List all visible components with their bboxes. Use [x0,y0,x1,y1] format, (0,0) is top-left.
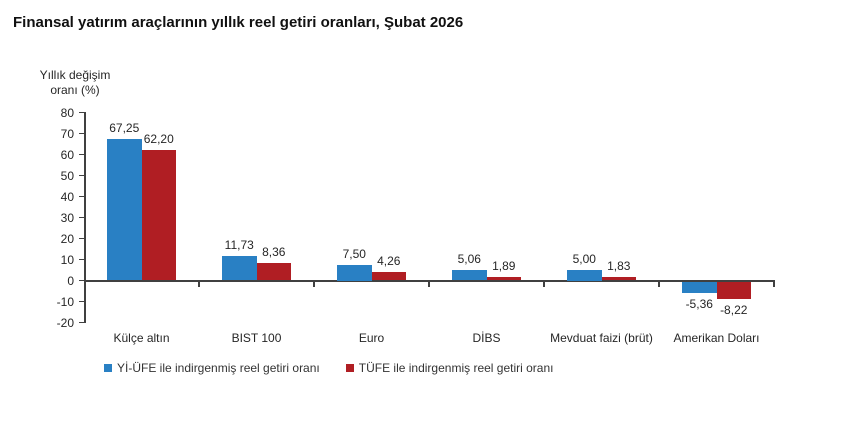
bar-value-label: 1,83 [607,258,631,273]
category-label: Euro [358,331,385,345]
bar-value-label: -8,22 [720,302,748,317]
legend-item-tufe: TÜFE ile indirgenmiş reel getiri oranı [345,361,554,375]
y-axis-tick-label: 60 [60,147,74,162]
bar-value-label: -5,36 [685,296,713,311]
bar-tufe [601,276,636,281]
bar-tufe [486,276,521,281]
y-axis-tick [79,132,84,135]
legend: Yİ-ÜFE ile indirgenmiş reel getiri oranı… [104,361,554,375]
legend-swatch-icon [104,364,112,372]
y-axis-tick-label: -10 [56,294,74,309]
y-axis-tick-label: -20 [56,315,74,330]
y-axis-line [84,112,86,323]
bar-value-label: 62,20 [143,131,174,146]
y-axis-tick [79,258,84,261]
y-axis-tick [79,111,84,114]
bar-yi-ufe [337,264,372,281]
y-axis-tick [79,216,84,219]
bar-yi-ufe [567,270,602,281]
bar-value-label: 11,73 [224,237,254,252]
bar-yi-ufe [682,281,717,293]
y-axis-tick-label: 70 [60,126,74,141]
bar-value-label: 5,00 [572,252,596,266]
y-axis-title-line2: oranı (%) [50,83,100,97]
y-axis-tick [79,174,84,177]
category-label: Külçe altın [113,331,170,345]
legend-label: TÜFE ile indirgenmiş reel getiri oranı [358,361,554,375]
bar-value-label: 4,26 [377,253,401,268]
x-axis-tick [313,281,315,287]
chart-title: Finansal yatırım araçlarının yıllık reel… [13,14,464,31]
bar-value-label: 1,89 [492,258,516,273]
y-axis-tick-label: 50 [60,168,74,183]
bar-tufe [716,281,751,299]
y-axis-tick-label: 10 [60,252,74,267]
bar-tufe [371,271,406,281]
y-axis-tick [79,321,84,324]
y-axis-tick [79,153,84,156]
bar-value-label: 7,50 [342,246,366,261]
x-axis-tick [543,281,545,287]
y-axis-tick [79,237,84,240]
category-label: DİBS [472,331,501,345]
x-axis-tick [428,281,430,287]
x-axis-tick [198,281,200,287]
y-axis-title: Yıllık değişim oranı (%) [25,68,125,98]
bar-yi-ufe [452,269,487,281]
y-axis-tick-label: 20 [60,231,74,246]
x-axis-tick [658,281,660,287]
bar-yi-ufe [222,255,257,281]
bar-tufe [256,262,291,281]
bar-value-label: 67,25 [109,121,140,136]
y-axis-tick [79,195,84,198]
bar-value-label: 8,36 [262,244,286,259]
y-axis-tick-label: 40 [60,189,74,204]
legend-swatch-icon [345,364,354,372]
bar-tufe [141,149,176,281]
y-axis-tick [79,300,84,303]
y-axis-title-line1: Yıllık değişim [39,68,111,82]
bar-value-label: 5,06 [457,251,481,266]
bar-yi-ufe [107,139,142,281]
legend-label: Yİ-ÜFE ile indirgenmiş reel getiri oranı [117,361,320,375]
category-label: Mevduat faizi (brüt) [550,331,653,345]
category-label: Amerikan Doları [673,331,760,345]
y-axis-tick-label: 80 [60,105,74,120]
x-axis-line [84,279,775,282]
category-label: BIST 100 [231,331,282,345]
x-axis-tick [773,281,775,287]
legend-item-yi-ufe: Yİ-ÜFE ile indirgenmiş reel getiri oranı [104,361,320,375]
y-axis-tick [79,279,84,282]
y-axis-tick-label: 30 [60,210,74,225]
y-axis-tick-label: 0 [67,273,74,288]
